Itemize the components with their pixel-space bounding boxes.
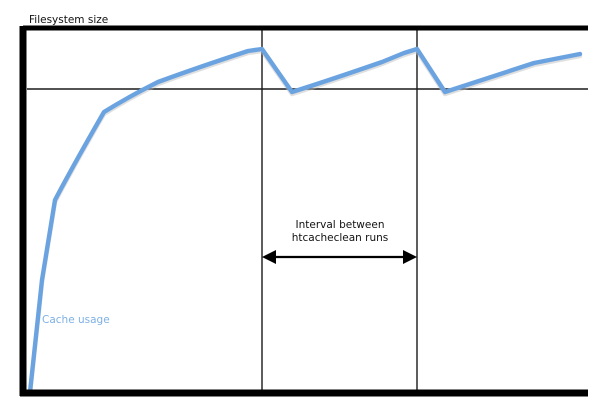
- filesystem-size-label: Filesystem size: [29, 14, 109, 26]
- interval-annotation-line-1: Interval between: [295, 219, 385, 231]
- interval-annotation-line-2: htcacheclean runs: [291, 231, 389, 244]
- cache-usage-curve: [27, 46, 583, 395]
- interval-arrow: [262, 250, 417, 264]
- interval-annotation-label: Interval between htcacheclean runs: [262, 219, 418, 245]
- cache-usage-label: Cache usage: [42, 314, 110, 326]
- interval-arrow-head-right: [403, 250, 417, 264]
- interval-arrow-head-left: [262, 250, 276, 264]
